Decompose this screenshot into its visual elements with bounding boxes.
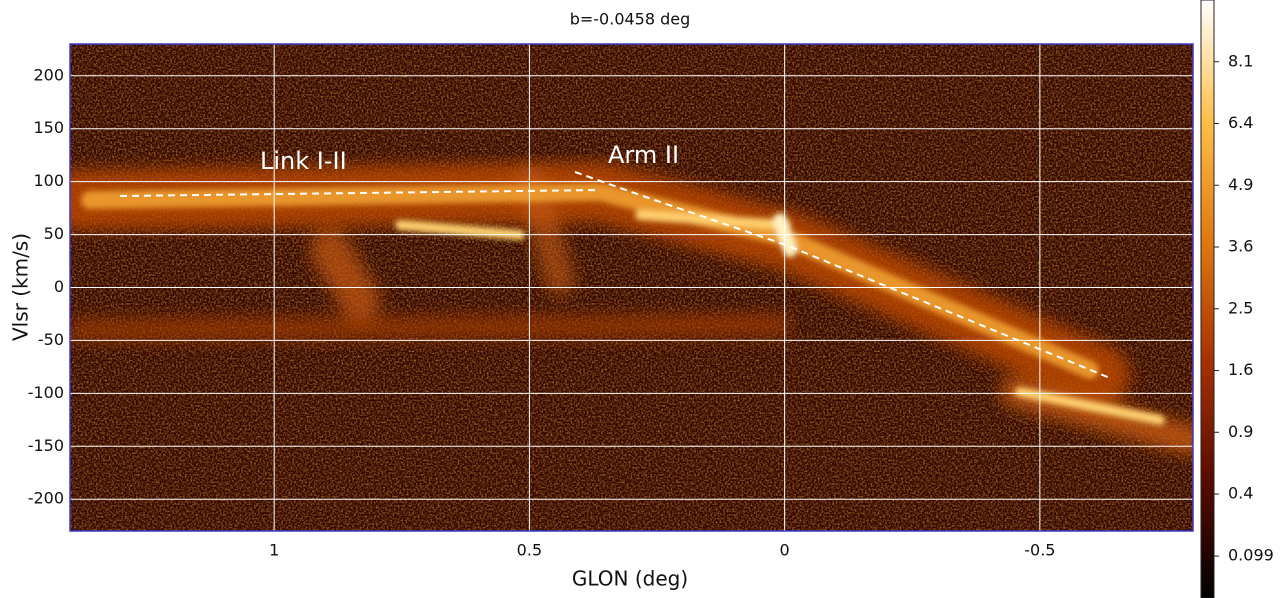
colorbar-tick-label: 0.099	[1228, 546, 1274, 565]
y-tick-label: -150	[28, 436, 64, 455]
annotation: Link I-II	[260, 147, 347, 175]
x-tick-label: -0.5	[1024, 541, 1055, 560]
axes	[70, 44, 1193, 531]
colorbar-tick-label: 1.6	[1228, 360, 1253, 379]
annotation: Arm II	[608, 141, 679, 169]
colorbar-tick-label: 3.6	[1228, 237, 1253, 256]
y-tick-label: -200	[28, 489, 64, 508]
y-tick-label: 50	[44, 224, 64, 243]
y-tick-label: 100	[33, 171, 64, 190]
y-axis-label: Vlsr (km/s)	[9, 233, 33, 341]
x-axis-label: GLON (deg)	[572, 567, 688, 591]
y-tick-label: -100	[28, 383, 64, 402]
chart-title: b=-0.0458 deg	[570, 10, 691, 29]
plot-frame	[69, 43, 1194, 532]
x-tick-label: 1	[269, 541, 279, 560]
colorbar-tick-label: 8.1	[1228, 51, 1253, 70]
colorbar-tick-label: 2.5	[1228, 298, 1253, 317]
y-tick-label: 200	[33, 65, 64, 84]
colorbar-tick-label: 0.9	[1228, 422, 1253, 441]
y-tick-label: 0	[54, 277, 64, 296]
x-tick-label: 0.5	[517, 541, 542, 560]
colorbar	[1200, 0, 1215, 598]
dashed-guides	[119, 171, 1111, 379]
colorbar-tick-label: 0.4	[1228, 484, 1253, 503]
x-tick-label: 0	[780, 541, 790, 560]
colorbar-tick-label: 6.4	[1228, 113, 1253, 132]
colorbar-tick-label: 4.9	[1228, 175, 1253, 194]
y-tick-label: -50	[38, 330, 64, 349]
y-tick-label: 150	[33, 118, 64, 137]
